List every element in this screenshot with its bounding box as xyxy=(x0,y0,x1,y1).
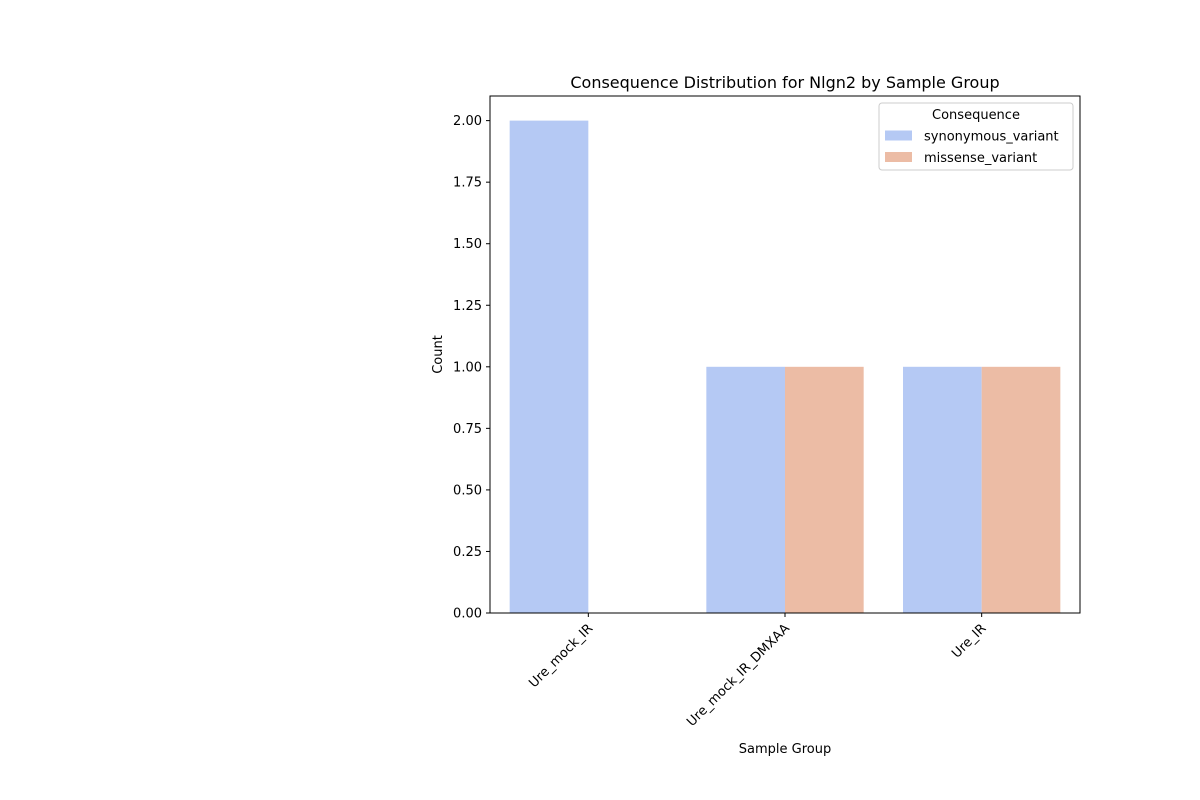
legend-label-synonymous_variant: synonymous_variant xyxy=(924,130,1059,145)
y-tick-label: 1.50 xyxy=(453,237,482,252)
y-tick-label: 0.75 xyxy=(453,422,482,437)
bar-missense_variant-Ure_IR xyxy=(981,366,1061,613)
legend-swatch-missense_variant xyxy=(885,152,912,162)
y-tick-label: 2.00 xyxy=(453,114,482,129)
y-axis: 0.00 0.25 0.50 0.75 1.00 1.25 1.50 1.75 2.00 xyxy=(453,114,490,622)
bars-group xyxy=(509,120,1061,613)
bar-missense_variant-Ure_mock_IR_DMXAA xyxy=(785,366,864,613)
legend: Consequence synonymous_variant missense_v… xyxy=(878,102,1074,171)
y-axis-title: Count xyxy=(431,335,446,374)
y-tick-label: 1.00 xyxy=(453,360,482,375)
bar-synonymous_variant-Ure_mock_IR xyxy=(509,120,589,613)
y-tick-label: 0.25 xyxy=(453,545,482,560)
y-tick-label: 0.00 xyxy=(453,607,482,622)
legend-title: Consequence xyxy=(932,108,1020,123)
bar-synonymous_variant-Ure_mock_IR_DMXAA xyxy=(706,366,785,613)
y-tick-label: 1.75 xyxy=(453,176,482,191)
bar-synonymous_variant-Ure_IR xyxy=(903,366,982,613)
chart-title: Consequence Distribution for Nlgn2 by Sa… xyxy=(570,73,999,92)
x-axis-title: Sample Group xyxy=(739,742,831,757)
legend-swatch-synonymous_variant xyxy=(885,130,912,141)
legend-box xyxy=(878,102,1074,171)
y-tick-label: 1.25 xyxy=(453,299,482,314)
legend-label-missense_variant: missense_variant xyxy=(924,151,1037,166)
y-tick-label: 0.50 xyxy=(453,483,482,498)
